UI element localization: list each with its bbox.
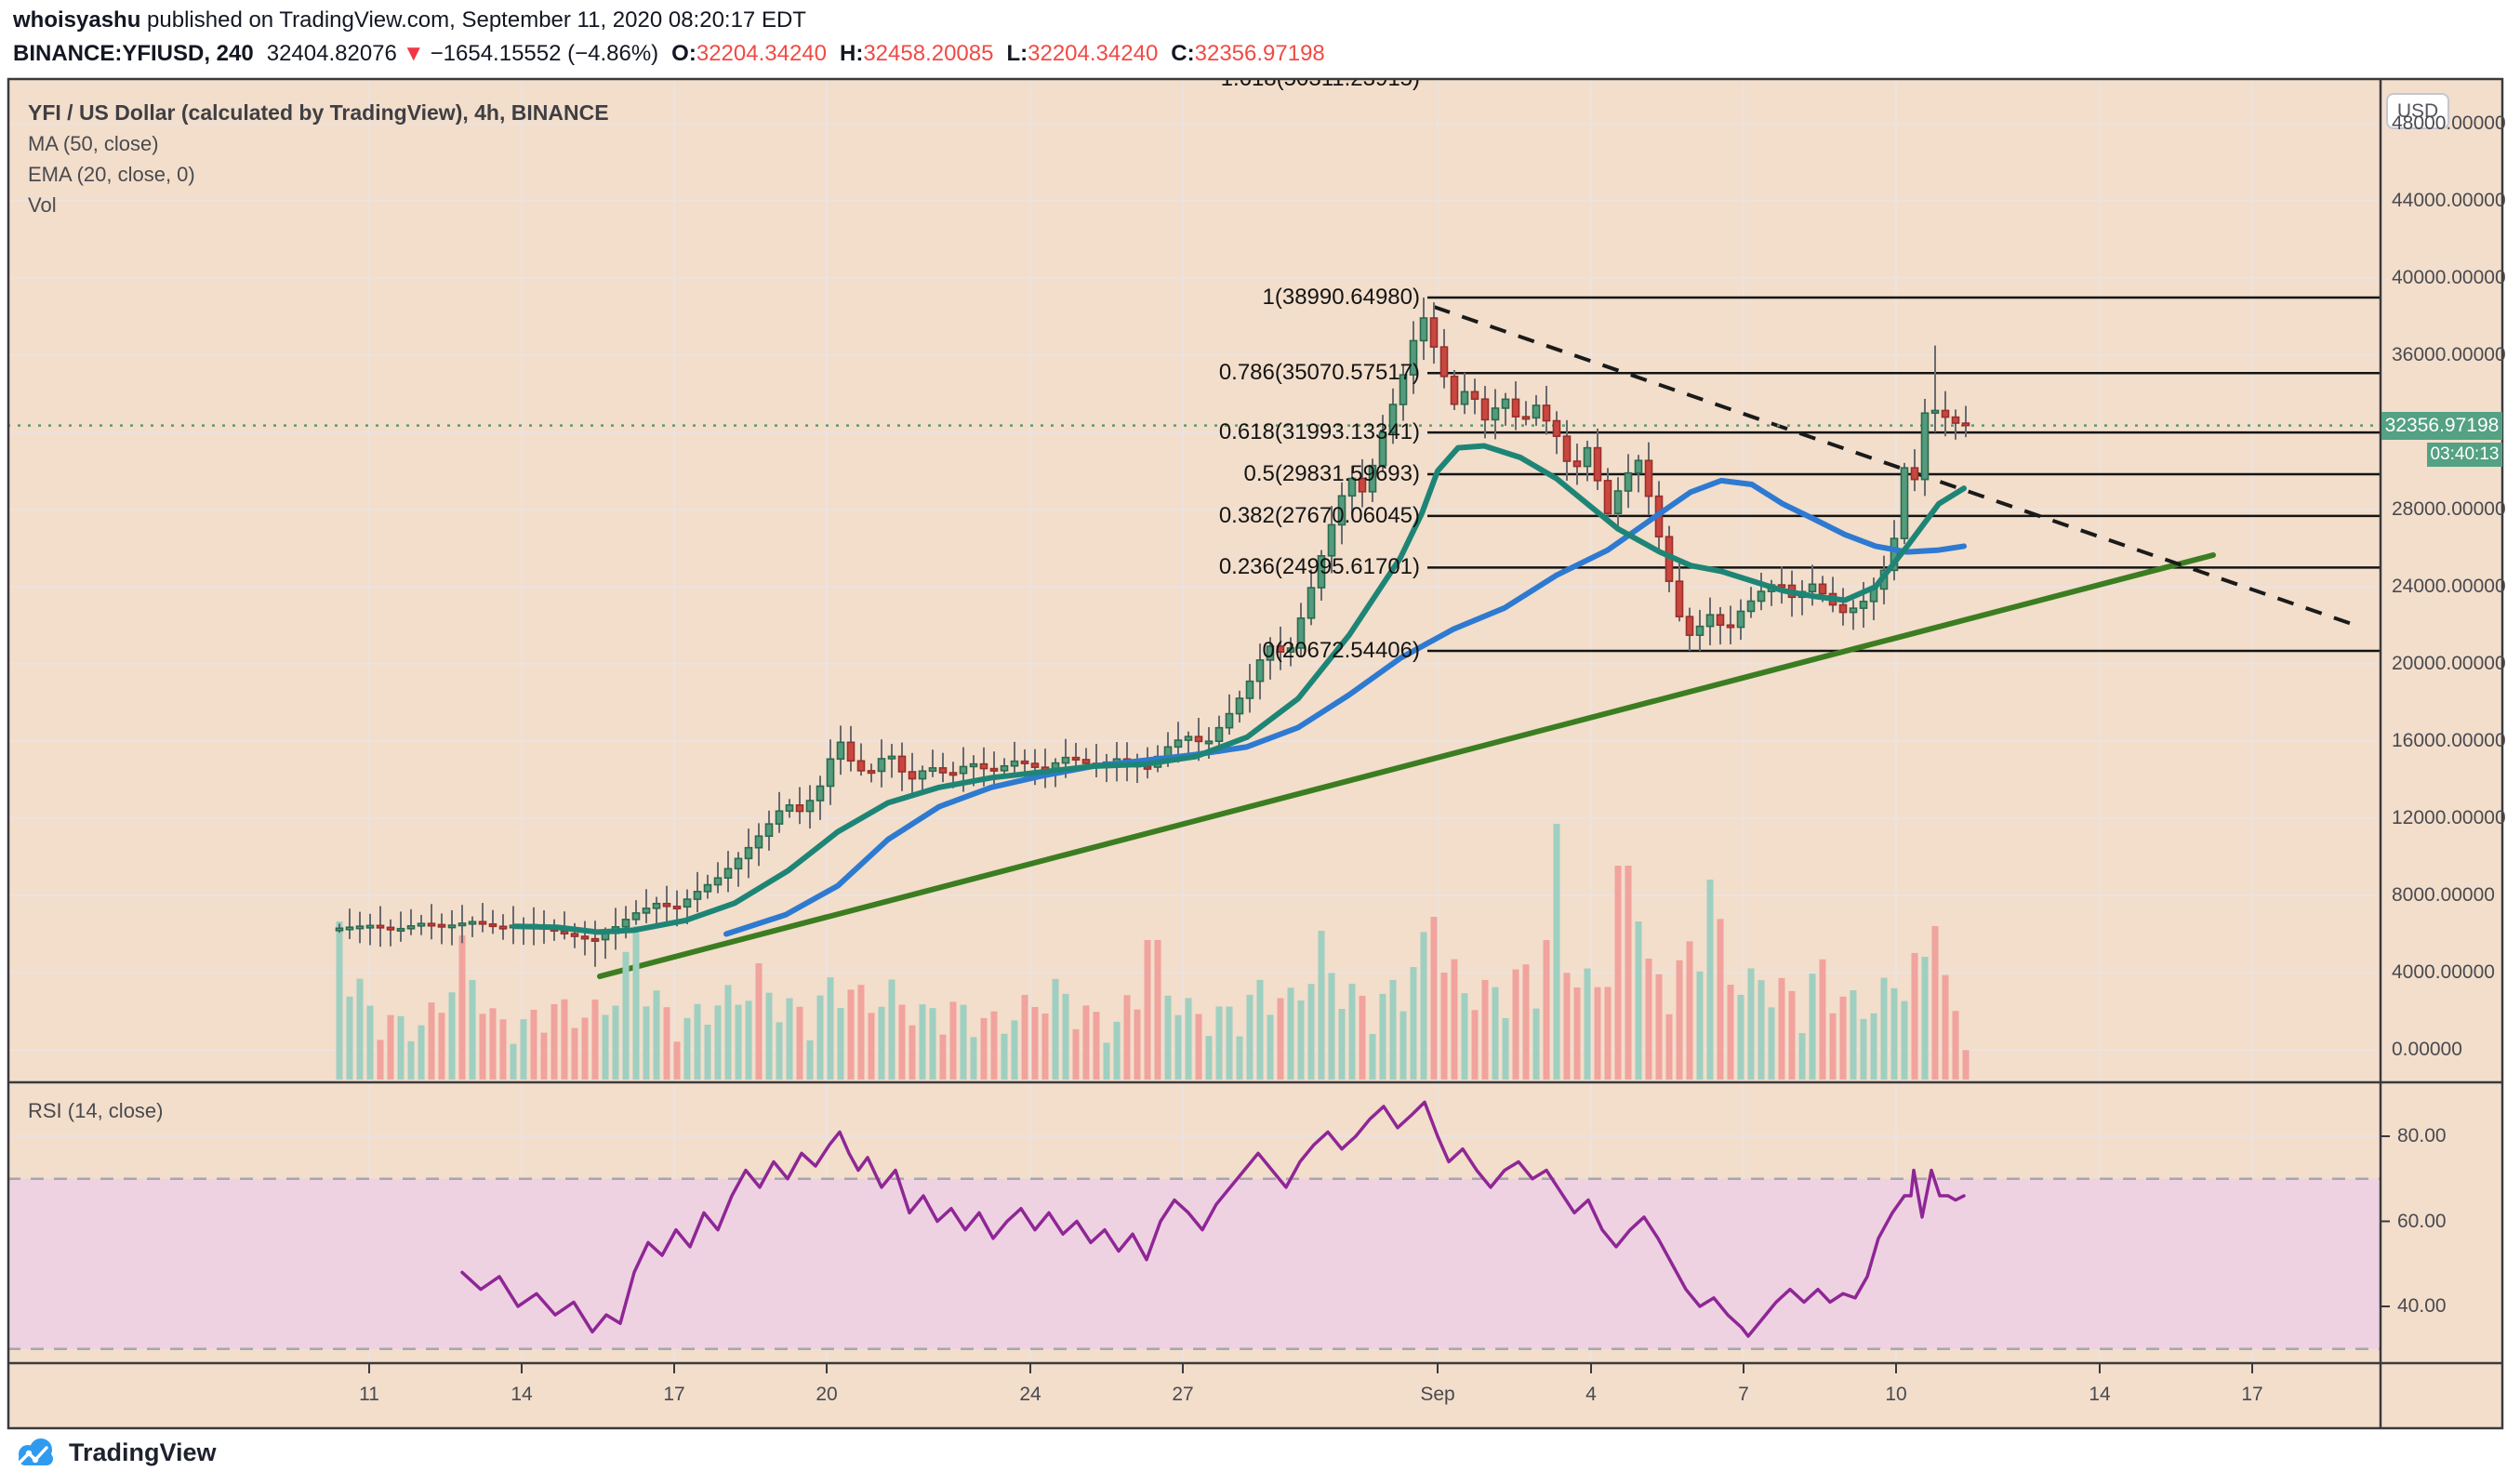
ohlc-value: 32204.34240 [696, 41, 827, 66]
ohlc-label: L: [1006, 41, 1028, 66]
brand-name: TradingView [69, 1438, 217, 1466]
last-value: 32404.82076 [266, 41, 397, 66]
ohlc-values: O:32204.34240 H:32458.20085 L:32204.34240 C… [658, 41, 1325, 66]
tradingview-cloud-icon [18, 1438, 53, 1465]
down-arrow-icon: ▼ [402, 41, 425, 66]
ohlc-value: 32204.34240 [1028, 41, 1159, 66]
publish-line: whoisyashu published on TradingView.com,… [13, 7, 806, 33]
symbol-line: BINANCE:YFIUSD, 240 32404.82076 ▼ −1654.155… [13, 41, 1325, 67]
ohlc-label: O: [671, 41, 696, 66]
ohlc-value: 32458.20085 [863, 41, 994, 66]
symbol-name: BINANCE:YFIUSD, 240 [13, 41, 254, 66]
publish-info: published on TradingView.com, September … [140, 7, 806, 33]
author-name: whoisyashu [13, 7, 141, 33]
ohlc-value: 32356.97198 [1194, 41, 1325, 66]
change-value: −1654.15552 (−4.86%) [430, 41, 659, 66]
ohlc-label: H: [840, 41, 864, 66]
ohlc-label: C: [1171, 41, 1195, 66]
tradingview-logo[interactable]: TradingView [13, 1436, 217, 1469]
